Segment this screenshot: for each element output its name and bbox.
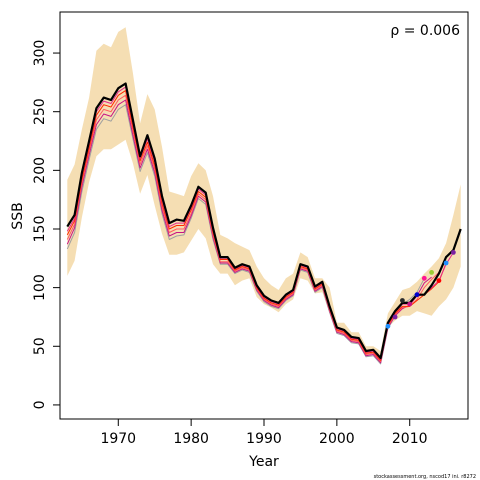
y-tick-label-150: 150 [32,216,48,243]
y-tick-label-50: 50 [32,337,48,355]
peel-points-layer [385,250,456,329]
peel-point-2008 [392,314,398,320]
peel-point-2007 [385,323,391,329]
peel-point-2012 [421,275,427,281]
confidence-band-layer [67,27,461,363]
confidence-band [67,27,461,363]
y-tick-label-200: 200 [32,157,48,184]
y-axis-title: SSB [10,202,26,229]
x-axis: 1970 1980 1990 2000 2010 [100,419,428,447]
series-line-peel-5 [66,104,425,365]
peel-point-2013 [429,270,434,275]
rho-annotation: ρ = 0.006 [390,23,460,39]
y-tick-label-0: 0 [32,400,48,409]
peel-point-2010 [407,301,413,307]
x-tick-label-1970: 1970 [100,431,136,447]
y-axis: 0 50 100 150 200 250 300 [32,40,60,409]
y-tick-label-300: 300 [32,40,48,67]
y-tick-label-250: 250 [32,98,48,125]
peel-point-2015 [443,260,449,266]
peel-point-2014 [436,278,442,283]
x-axis-title: Year [248,454,279,470]
peel-point-2011 [414,292,420,298]
y-tick-label-100: 100 [32,274,48,301]
series-line-main [66,82,462,360]
peel-point-2016 [451,250,456,255]
x-tick-label-1980: 1980 [173,431,209,447]
x-tick-label-2000: 2000 [319,431,355,447]
x-tick-label-1990: 1990 [246,431,282,447]
footer-credit: stockassessment.org, nscod17 ini. r8272 [374,474,476,480]
x-tick-label-2010: 2010 [392,431,428,447]
peel-point-2009 [400,298,405,303]
series-lines-layer [66,82,462,365]
